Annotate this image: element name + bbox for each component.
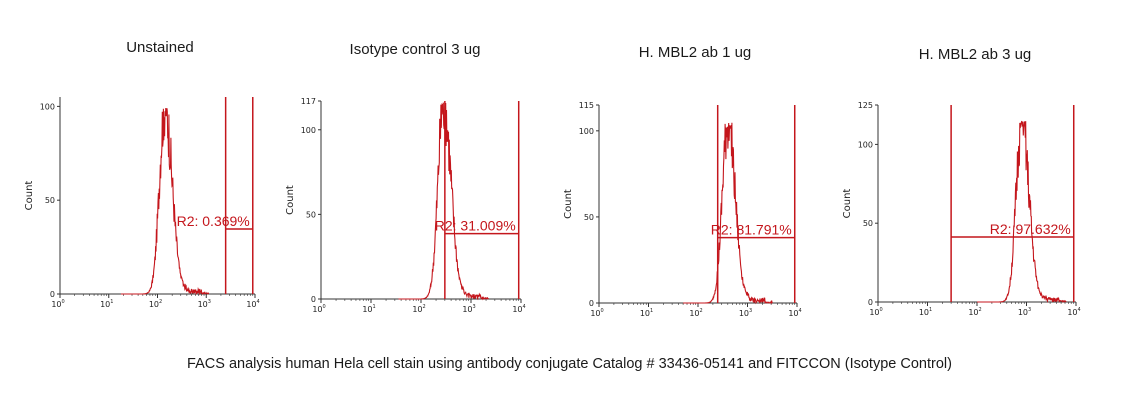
- panel-title-mbl2-1ug: H. MBL2 ab 1 ug: [638, 44, 752, 61]
- histogram-trace: [398, 102, 489, 301]
- x-tick-label: 103: [1018, 307, 1031, 317]
- y-axis-label: Count: [563, 189, 574, 219]
- x-tick-label: 100: [590, 308, 603, 318]
- x-tick-label: 104: [512, 304, 525, 314]
- x-tick-label: 104: [788, 308, 801, 318]
- histogram-isotype-control: 0 50 100 117 100 101 102 103 104 Count R2: 31.009%: [285, 97, 526, 314]
- x-tick-label: 103: [739, 308, 752, 318]
- x-tick-label: 101: [100, 299, 113, 309]
- x-tick-label: 103: [198, 299, 211, 309]
- y-tick-label: 0: [868, 298, 873, 307]
- x-tick-label: 102: [149, 299, 162, 309]
- y-tick-label: 100: [301, 126, 316, 135]
- x-tick-label: 100: [312, 304, 325, 314]
- gate-label: R2: 0.369%: [177, 213, 250, 229]
- x-tick-label: 100: [51, 299, 64, 309]
- y-tick-label: 50: [863, 219, 873, 228]
- x-tick-label: 102: [968, 307, 981, 317]
- y-tick-label: 50: [306, 210, 316, 219]
- x-tick-label: 100: [869, 307, 882, 317]
- histogram-trace: [120, 107, 210, 296]
- histogram-unstained: 0 50 100 100 101 102 103 104 Count R2: 0.369%: [24, 97, 260, 309]
- y-tick-label: 50: [584, 213, 594, 222]
- x-tick-label: 101: [919, 307, 932, 317]
- y-tick-label: 0: [311, 295, 316, 304]
- histogram-trace: [683, 122, 773, 305]
- x-tick-label: 101: [640, 308, 653, 318]
- y-axis-label: Count: [842, 189, 853, 219]
- gate-label: R2: 97.632%: [990, 221, 1071, 237]
- histogram-mbl2-3ug: 0 50 100 125 100 101 102 103 104 Count R2: 97.632%: [842, 101, 1081, 317]
- y-axis-label: Count: [285, 185, 296, 215]
- x-tick-label: 104: [246, 299, 259, 309]
- histogram-trace: [977, 120, 1067, 303]
- gate-label: R2: 81.791%: [711, 222, 792, 238]
- y-tick-label: 100: [858, 140, 873, 149]
- y-tick-label: 117: [301, 97, 316, 106]
- y-axis-label: Count: [24, 181, 35, 211]
- y-tick-label: 100: [40, 102, 55, 111]
- histogram-mbl2-1ug: 0 50 100 115 100 101 102 103 104 Count R2: 81.791%: [563, 101, 802, 318]
- y-tick-label: 0: [589, 299, 594, 308]
- gate-label: R2: 31.009%: [435, 218, 516, 234]
- panel-title-unstained: Unstained: [126, 39, 194, 56]
- x-tick-label: 102: [689, 308, 702, 318]
- y-tick-label: 0: [50, 290, 55, 299]
- y-tick-label: 50: [45, 196, 55, 205]
- x-tick-label: 102: [412, 304, 425, 314]
- x-tick-label: 104: [1067, 307, 1080, 317]
- panel-title-mbl2-3ug: H. MBL2 ab 3 ug: [918, 46, 1032, 63]
- y-tick-label: 115: [579, 101, 594, 110]
- x-tick-label: 101: [362, 304, 375, 314]
- panel-title-isotype-control: Isotype control 3 ug: [349, 41, 481, 58]
- y-tick-label: 125: [858, 101, 873, 110]
- x-tick-label: 103: [462, 304, 475, 314]
- figure-caption: FACS analysis human Hela cell stain usin…: [187, 356, 952, 372]
- y-tick-label: 100: [579, 127, 594, 136]
